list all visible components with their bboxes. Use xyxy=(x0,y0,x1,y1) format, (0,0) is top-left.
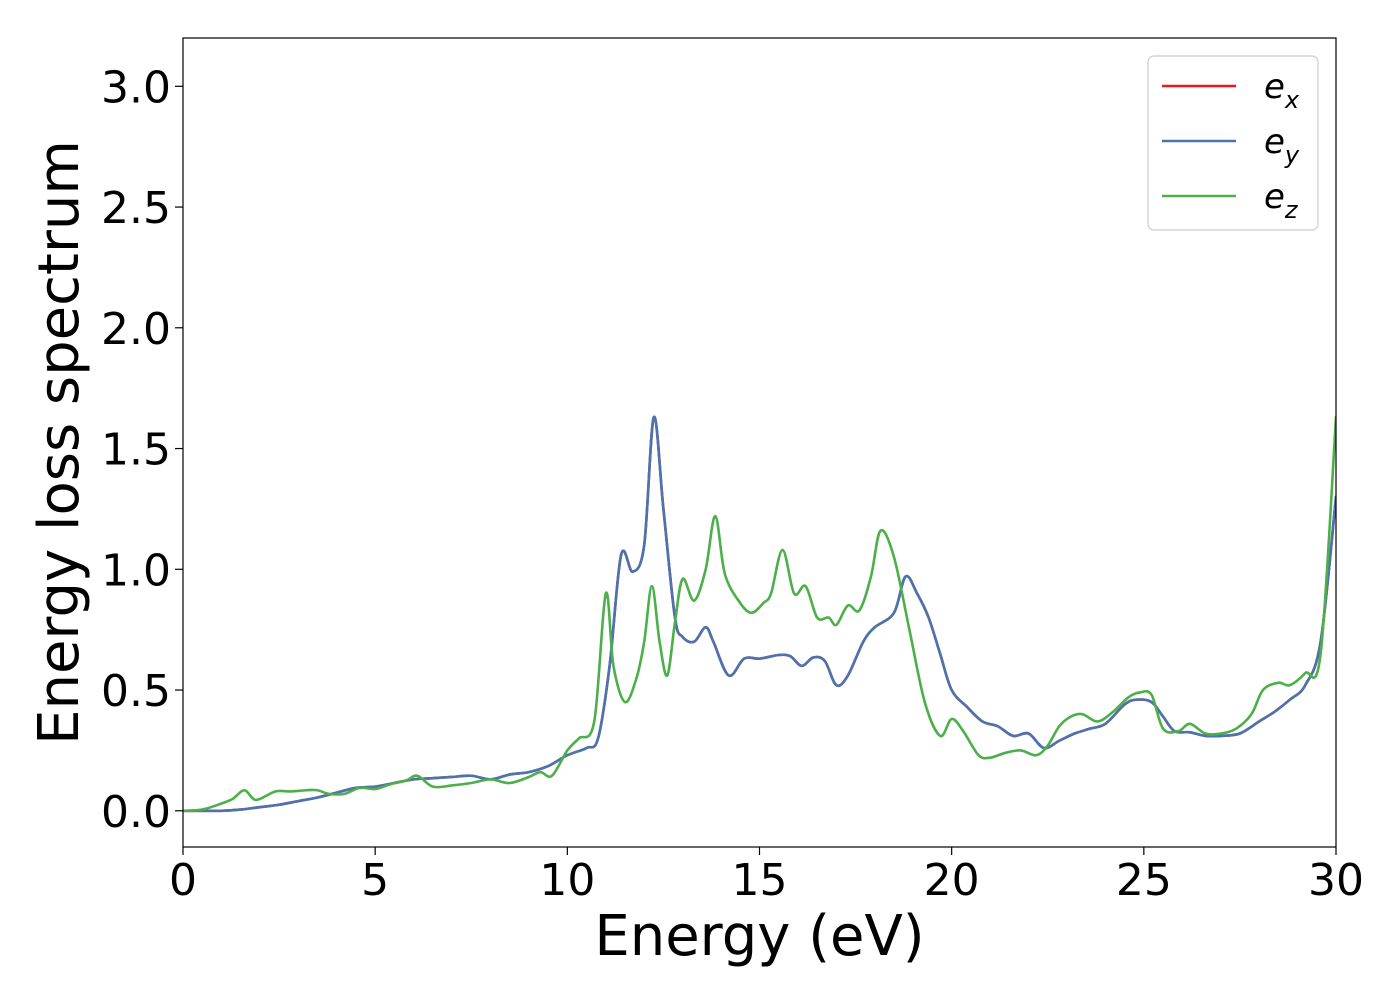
legend-box xyxy=(1147,55,1319,231)
y-tick-label: 0.5 xyxy=(101,666,171,717)
series-line-ey xyxy=(183,415,1336,813)
legend-label-subscript: z xyxy=(1284,196,1299,224)
legend-label-subscript: x xyxy=(1284,86,1300,114)
x-axis-label: Energy (eV) xyxy=(594,904,924,969)
y-tick-label: 1.0 xyxy=(101,545,171,596)
series-line-ex xyxy=(183,415,1336,813)
y-tick-label: 1.5 xyxy=(101,425,171,476)
legend-label-base: e xyxy=(1264,122,1285,162)
x-tick-label: 30 xyxy=(1308,855,1364,906)
x-axis: 0 5 10 15 20 25 30 xyxy=(169,847,1364,906)
x-tick-label: 5 xyxy=(361,855,389,906)
x-tick-label: 25 xyxy=(1116,855,1172,906)
x-tick-label: 15 xyxy=(732,855,788,906)
series-layer xyxy=(183,415,1336,813)
x-tick-label: 10 xyxy=(539,855,595,906)
legend-label-base: e xyxy=(1264,177,1285,217)
legend-label-subscript: y xyxy=(1284,141,1300,169)
legend-label-ez: ez xyxy=(1264,177,1299,224)
y-tick-label: 2.5 xyxy=(101,183,171,234)
y-tick-label: 3.0 xyxy=(101,62,171,113)
x-tick-label: 20 xyxy=(924,855,980,906)
legend-label-ex: ex xyxy=(1264,67,1300,114)
y-axis: 0.0 0.5 1.0 1.5 2.0 2.5 3.0 xyxy=(101,62,183,838)
x-tick-label: 0 xyxy=(169,855,197,906)
y-axis-label: Energy loss spectrum xyxy=(27,140,92,745)
legend-label-ey: ey xyxy=(1264,122,1300,169)
series-line-ez xyxy=(183,415,1336,813)
y-tick-label: 2.0 xyxy=(101,304,171,355)
y-tick-label: 0.0 xyxy=(101,787,171,838)
legend-label-base: e xyxy=(1264,67,1285,107)
